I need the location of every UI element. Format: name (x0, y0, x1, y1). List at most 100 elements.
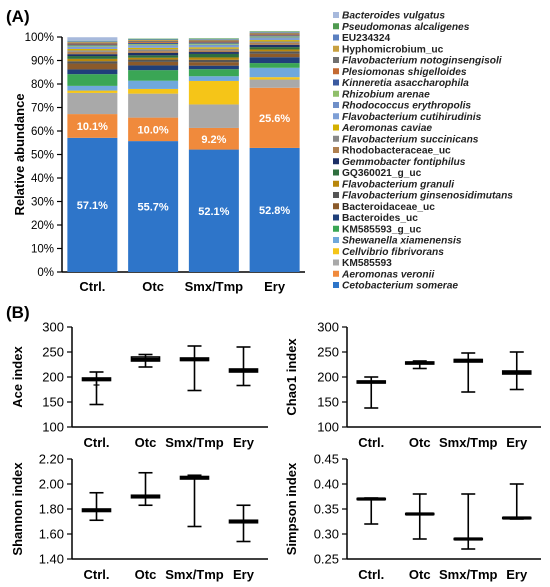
y-tick-label: 80% (31, 79, 54, 91)
bar-segment (249, 41, 300, 43)
y-tick-label: 0.25 (314, 552, 339, 567)
bar-segment (249, 40, 300, 42)
bar-segment (249, 63, 300, 68)
bar-segment (188, 76, 239, 81)
bar-segment (249, 37, 300, 39)
x-tick-label: Otc (135, 435, 157, 450)
y-tick-label: 90% (31, 56, 54, 68)
bar-value-label: 52.1% (198, 206, 229, 218)
y-tick-label: 2.20 (39, 452, 64, 467)
bar-segment (249, 87, 300, 148)
bar-segment (67, 61, 118, 64)
legend-swatch (333, 12, 339, 18)
stacked-bar-chart: 0% 10% 20% 30% 40% 50% 60% 70% 80% 90% 100% Relativ… (12, 31, 305, 294)
legend-entry: Hyphomicrobium_uc (342, 44, 444, 55)
bar-segment (67, 48, 118, 51)
bar-segment (249, 32, 300, 33)
bar-segment (128, 41, 179, 43)
bar-segment (249, 35, 300, 37)
legend-swatch (333, 282, 339, 288)
legend-swatch (333, 34, 339, 41)
bar-segment (128, 57, 179, 60)
legend-swatch (333, 79, 339, 86)
legend-entry: Flavobacterium cutihirudinis (342, 112, 482, 123)
legend-entry: Pseudomonas alcaligenes (342, 22, 470, 33)
bar-segment (128, 46, 179, 48)
y-tick-label: 2.00 (39, 477, 64, 492)
x-tick-label: Ctrl. (358, 567, 384, 582)
y-tick-label: 0.45 (314, 452, 339, 467)
legend-swatch (333, 90, 339, 97)
legend-entry: Rhizobium arenae (342, 89, 430, 100)
bar-segment (128, 117, 179, 142)
bar-segment (128, 40, 179, 42)
legend-entry: Flavobacterium succinicans (342, 134, 479, 145)
legend-entry: Rhodobacteraceae_uc (342, 146, 451, 157)
x-tick-label: Otc (409, 567, 431, 582)
bar-segment (188, 104, 239, 128)
bar-segment (128, 55, 179, 58)
y-tick-label: 30% (31, 197, 54, 209)
legend-swatch (333, 237, 339, 243)
x-tick-label: Smx/Tmp (439, 435, 498, 450)
bar-segment (249, 49, 300, 52)
bar-segment (249, 77, 300, 80)
bar-segment (128, 47, 179, 50)
legend-entry: Cellvibrio fibrivorans (342, 247, 444, 258)
legend-swatch (333, 192, 339, 198)
bar-segment (67, 90, 118, 93)
legend-entry: Plesiomonas shigelloides (342, 67, 467, 78)
y-tick-label: 60% (31, 126, 54, 138)
legend-swatch (333, 225, 339, 232)
bar-segment (188, 45, 239, 48)
bar-segment (67, 45, 118, 47)
bar-segment (67, 43, 118, 45)
bar-segment (249, 42, 300, 45)
bar-segment (188, 65, 239, 70)
bar-segment (67, 46, 118, 48)
legend-swatch (333, 23, 339, 30)
bar-value-label: 10.1% (77, 121, 108, 133)
bar-segment (67, 44, 118, 46)
legend-swatch (333, 113, 339, 120)
y-tick-label: 1.40 (39, 552, 64, 567)
bar-segment (128, 65, 179, 71)
y-tick-label: 0.35 (314, 502, 339, 517)
legend-swatch (333, 270, 339, 277)
bar-segment (188, 59, 239, 63)
bar-segment (128, 80, 179, 89)
panel-a-label: (A) (6, 7, 30, 26)
x-tick-label: Ctrl. (84, 567, 110, 582)
bar-segment (128, 51, 179, 53)
bar-segment (249, 44, 300, 48)
bar-segment (67, 69, 118, 75)
bar-segment (188, 149, 239, 272)
legend-swatch (333, 57, 339, 63)
x-tick-label: Ery (233, 435, 255, 450)
y-tick-label: 200 (42, 370, 64, 385)
bar-segment (188, 42, 239, 44)
legend-entry: Shewanella xiamenensis (342, 236, 462, 247)
x-tick-label: Ctrl. (84, 435, 110, 450)
y-tick-label: 100% (25, 32, 54, 44)
legend-swatch (333, 259, 339, 266)
legend-swatch (333, 135, 339, 142)
bar-segment (249, 53, 300, 58)
bar-segment (188, 39, 239, 41)
legend-entry: Kinneretia asaccharophila (342, 78, 469, 89)
legend-entry: KM585593_g_uc (342, 224, 422, 235)
bar-segment (188, 40, 239, 42)
bar-segment (188, 43, 239, 45)
simpson-index-boxplot: 0.25 0.30 0.35 0.40 0.45 Simpson index Ctrl. Ot… (284, 452, 541, 582)
legend-entry: Bacteroides vulgatus (342, 11, 445, 22)
bar-segment (249, 32, 300, 34)
y-tick-label: 200 (317, 370, 339, 385)
y-tick-label: 300 (42, 320, 64, 335)
bar-segment (249, 36, 300, 38)
bar-segment (67, 92, 118, 115)
bar-segment (249, 33, 300, 35)
legend-entry: Aeromonas veronii (341, 269, 434, 280)
y-tick-label: 100 (42, 420, 64, 435)
